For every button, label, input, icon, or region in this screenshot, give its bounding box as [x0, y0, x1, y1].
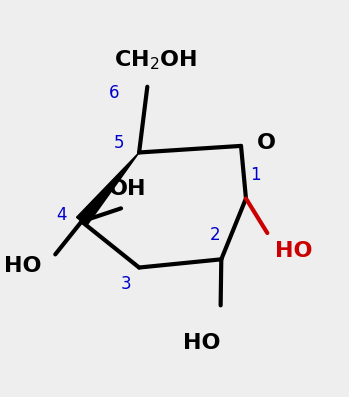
- Text: OH: OH: [109, 179, 146, 198]
- Text: CH$_2$OH: CH$_2$OH: [114, 48, 197, 72]
- Text: 2: 2: [209, 225, 220, 244]
- Text: 5: 5: [114, 134, 125, 152]
- Text: HO: HO: [275, 241, 312, 261]
- Text: 6: 6: [109, 84, 120, 102]
- Text: HO: HO: [183, 333, 220, 353]
- Text: 3: 3: [121, 275, 131, 293]
- Text: 1: 1: [251, 166, 261, 185]
- Text: O: O: [257, 133, 276, 153]
- Polygon shape: [76, 152, 139, 226]
- Text: HO: HO: [3, 256, 41, 276]
- Text: 4: 4: [57, 206, 67, 224]
